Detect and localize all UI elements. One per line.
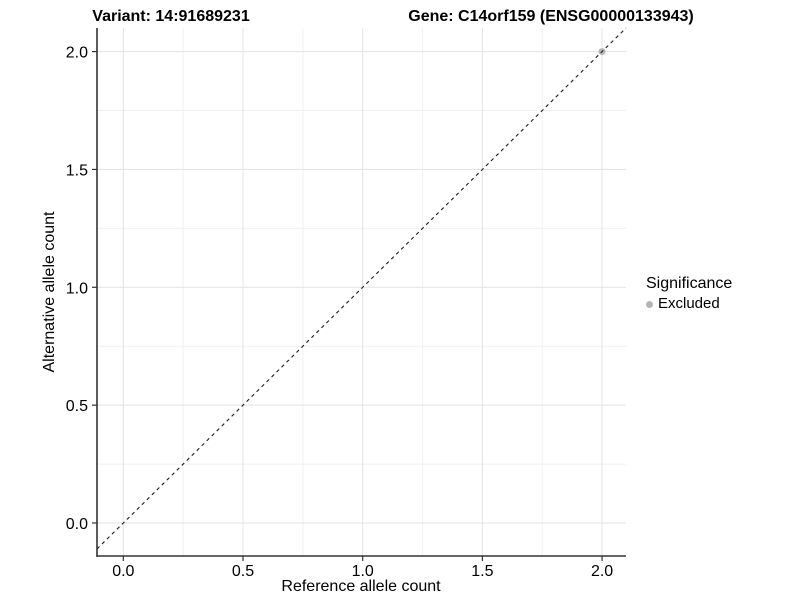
y-tick-label: 1.0	[66, 280, 88, 297]
identity-reference-line	[96, 27, 627, 550]
y-tick-label: 1.5	[66, 162, 88, 179]
x-tick-label: 0.0	[112, 563, 134, 580]
legend-item-label: Excluded	[658, 295, 720, 312]
x-tick-label: 1.0	[352, 563, 374, 580]
y-tick-label: 0.0	[66, 516, 88, 533]
x-axis-title: Reference allele count	[281, 578, 441, 595]
x-tick-label: 2.0	[591, 563, 613, 580]
x-tick-label: 1.5	[471, 563, 493, 580]
y-tick-label: 0.5	[66, 398, 88, 415]
legend-title: Significance	[646, 275, 733, 292]
legend-item-excluded: Excluded	[644, 295, 732, 313]
x-tick-label: 0.5	[232, 563, 254, 580]
plot-title-variant: Variant: 14:91689231	[92, 8, 250, 25]
plot-title-gene: Gene: C14orf159 (ENSG00000133943)	[408, 8, 694, 25]
excluded-point-icon	[646, 300, 653, 308]
y-tick-label: 2.0	[66, 45, 88, 62]
legend: Significance Excluded	[644, 274, 732, 313]
y-axis-title: Alternative allele count	[41, 211, 58, 373]
